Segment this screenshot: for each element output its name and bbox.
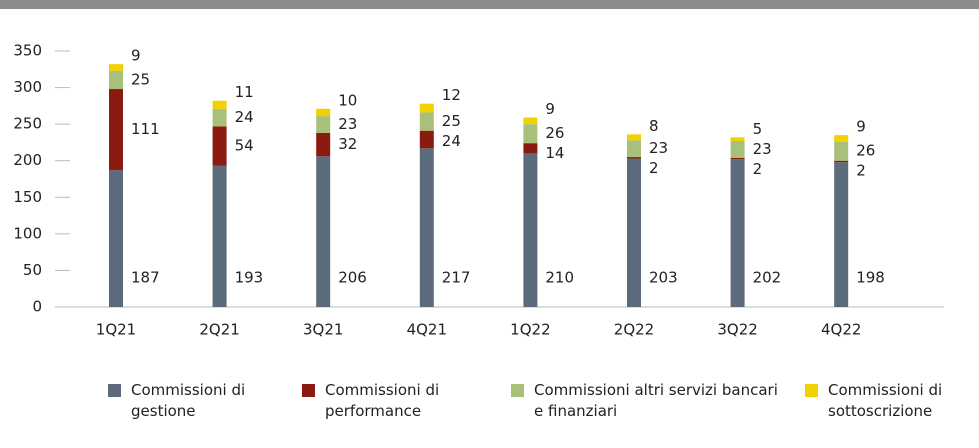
- data-label: 9: [545, 100, 555, 118]
- y-tick-label: 350: [13, 42, 42, 60]
- bar-segment: [523, 153, 538, 307]
- legend-item: Commissioni di sottoscrizione: [805, 380, 979, 422]
- data-label: 14: [545, 144, 564, 162]
- x-tick-label: 2Q21: [199, 321, 239, 339]
- bar-segment: [627, 134, 641, 141]
- bar-segment: [730, 137, 745, 141]
- data-label: 217: [442, 269, 471, 287]
- data-label: 54: [235, 137, 254, 155]
- bar-segment: [834, 162, 849, 307]
- legend-label: Commissioni altri servizi bancari e fina…: [534, 381, 778, 420]
- data-label: 193: [235, 269, 264, 287]
- bar-segment: [316, 156, 331, 307]
- bar-segment: [627, 140, 641, 158]
- bar-segment: [212, 100, 227, 109]
- x-tick-label: 1Q21: [96, 321, 136, 339]
- legend-swatch: [302, 384, 315, 397]
- data-label: 198: [856, 269, 885, 287]
- bar-segment: [730, 159, 745, 307]
- bar-segment: [419, 103, 434, 113]
- legend-swatch: [805, 384, 818, 397]
- data-label: 2: [856, 162, 866, 180]
- bar-segment: [316, 108, 331, 117]
- bar-segment: [834, 135, 849, 142]
- y-tick-label: 50: [23, 261, 42, 279]
- data-label: 2: [753, 160, 763, 178]
- bar-segment: [212, 126, 227, 166]
- y-tick-label: 300: [13, 78, 42, 96]
- x-tick-label: 2Q22: [614, 321, 654, 339]
- x-tick-label: 3Q22: [717, 321, 757, 339]
- bar-segment: [523, 124, 538, 144]
- bar-segment: [419, 130, 434, 149]
- bar-segment: [212, 108, 227, 127]
- y-tick-label: 0: [32, 298, 42, 316]
- legend-label: Commissioni di sottoscrizione: [828, 381, 943, 420]
- bar-segment: [109, 89, 123, 171]
- y-tick-label: 250: [13, 115, 42, 133]
- data-label: 2: [649, 159, 659, 177]
- data-label: 23: [649, 139, 668, 157]
- data-label: 203: [649, 269, 678, 287]
- data-label: 206: [338, 269, 367, 287]
- data-label: 25: [131, 70, 150, 88]
- bar-segment: [212, 165, 227, 307]
- legend-swatch: [511, 384, 524, 397]
- data-label: 32: [338, 135, 357, 153]
- bar-segment: [419, 148, 434, 307]
- data-label: 25: [442, 112, 461, 130]
- data-label: 9: [856, 118, 866, 136]
- y-tick-label: 100: [13, 224, 42, 242]
- legend-label: Commissioni di performance: [325, 381, 440, 420]
- legend-item: Commissioni di performance: [302, 380, 485, 422]
- bar-segment: [109, 70, 123, 90]
- data-label: 23: [338, 115, 357, 133]
- x-tick-label: 4Q21: [407, 321, 447, 339]
- bar-segment: [109, 170, 123, 307]
- x-tick-label: 3Q21: [303, 321, 343, 339]
- bar-segment: [523, 117, 538, 125]
- legend-label: Commissioni di gestione: [131, 381, 246, 420]
- data-label: 202: [753, 269, 782, 287]
- data-label: 5: [753, 120, 763, 138]
- data-label: 24: [235, 108, 254, 126]
- top-band: [0, 0, 979, 9]
- data-label: 8: [649, 117, 659, 135]
- chart: 0501001502002503003501Q211871112592Q2119…: [0, 0, 979, 339]
- bar-segment: [834, 141, 849, 161]
- data-label: 11: [235, 83, 254, 101]
- bar-segment: [316, 116, 331, 133]
- legend-swatch: [108, 384, 121, 397]
- legend-item: Commissioni di gestione: [108, 380, 276, 422]
- data-label: 23: [753, 140, 772, 158]
- bar-segment: [730, 157, 745, 160]
- data-label: 10: [338, 91, 357, 109]
- data-label: 26: [545, 124, 564, 142]
- data-label: 111: [131, 120, 160, 138]
- x-tick-label: 4Q22: [821, 321, 861, 339]
- x-tick-label: 1Q22: [510, 321, 550, 339]
- bar-segment: [627, 158, 641, 307]
- bar-segment: [627, 157, 641, 159]
- data-label: 210: [545, 269, 574, 287]
- data-label: 24: [442, 132, 461, 150]
- data-label: 12: [442, 86, 461, 104]
- legend-item: Commissioni altri servizi bancari e fina…: [511, 380, 779, 422]
- y-tick-label: 200: [13, 151, 42, 169]
- y-tick-label: 150: [13, 188, 42, 206]
- data-label: 9: [131, 47, 141, 65]
- bar-segment: [316, 132, 331, 157]
- bar-segment: [419, 112, 434, 131]
- bar-segment: [523, 143, 538, 154]
- bar-segment: [834, 160, 849, 163]
- bar-segment: [109, 64, 123, 71]
- legend: Commissioni di gestione Commissioni di pe…: [108, 380, 979, 422]
- data-label: 187: [131, 269, 160, 287]
- bar-segment: [730, 140, 745, 158]
- data-label: 26: [856, 142, 875, 160]
